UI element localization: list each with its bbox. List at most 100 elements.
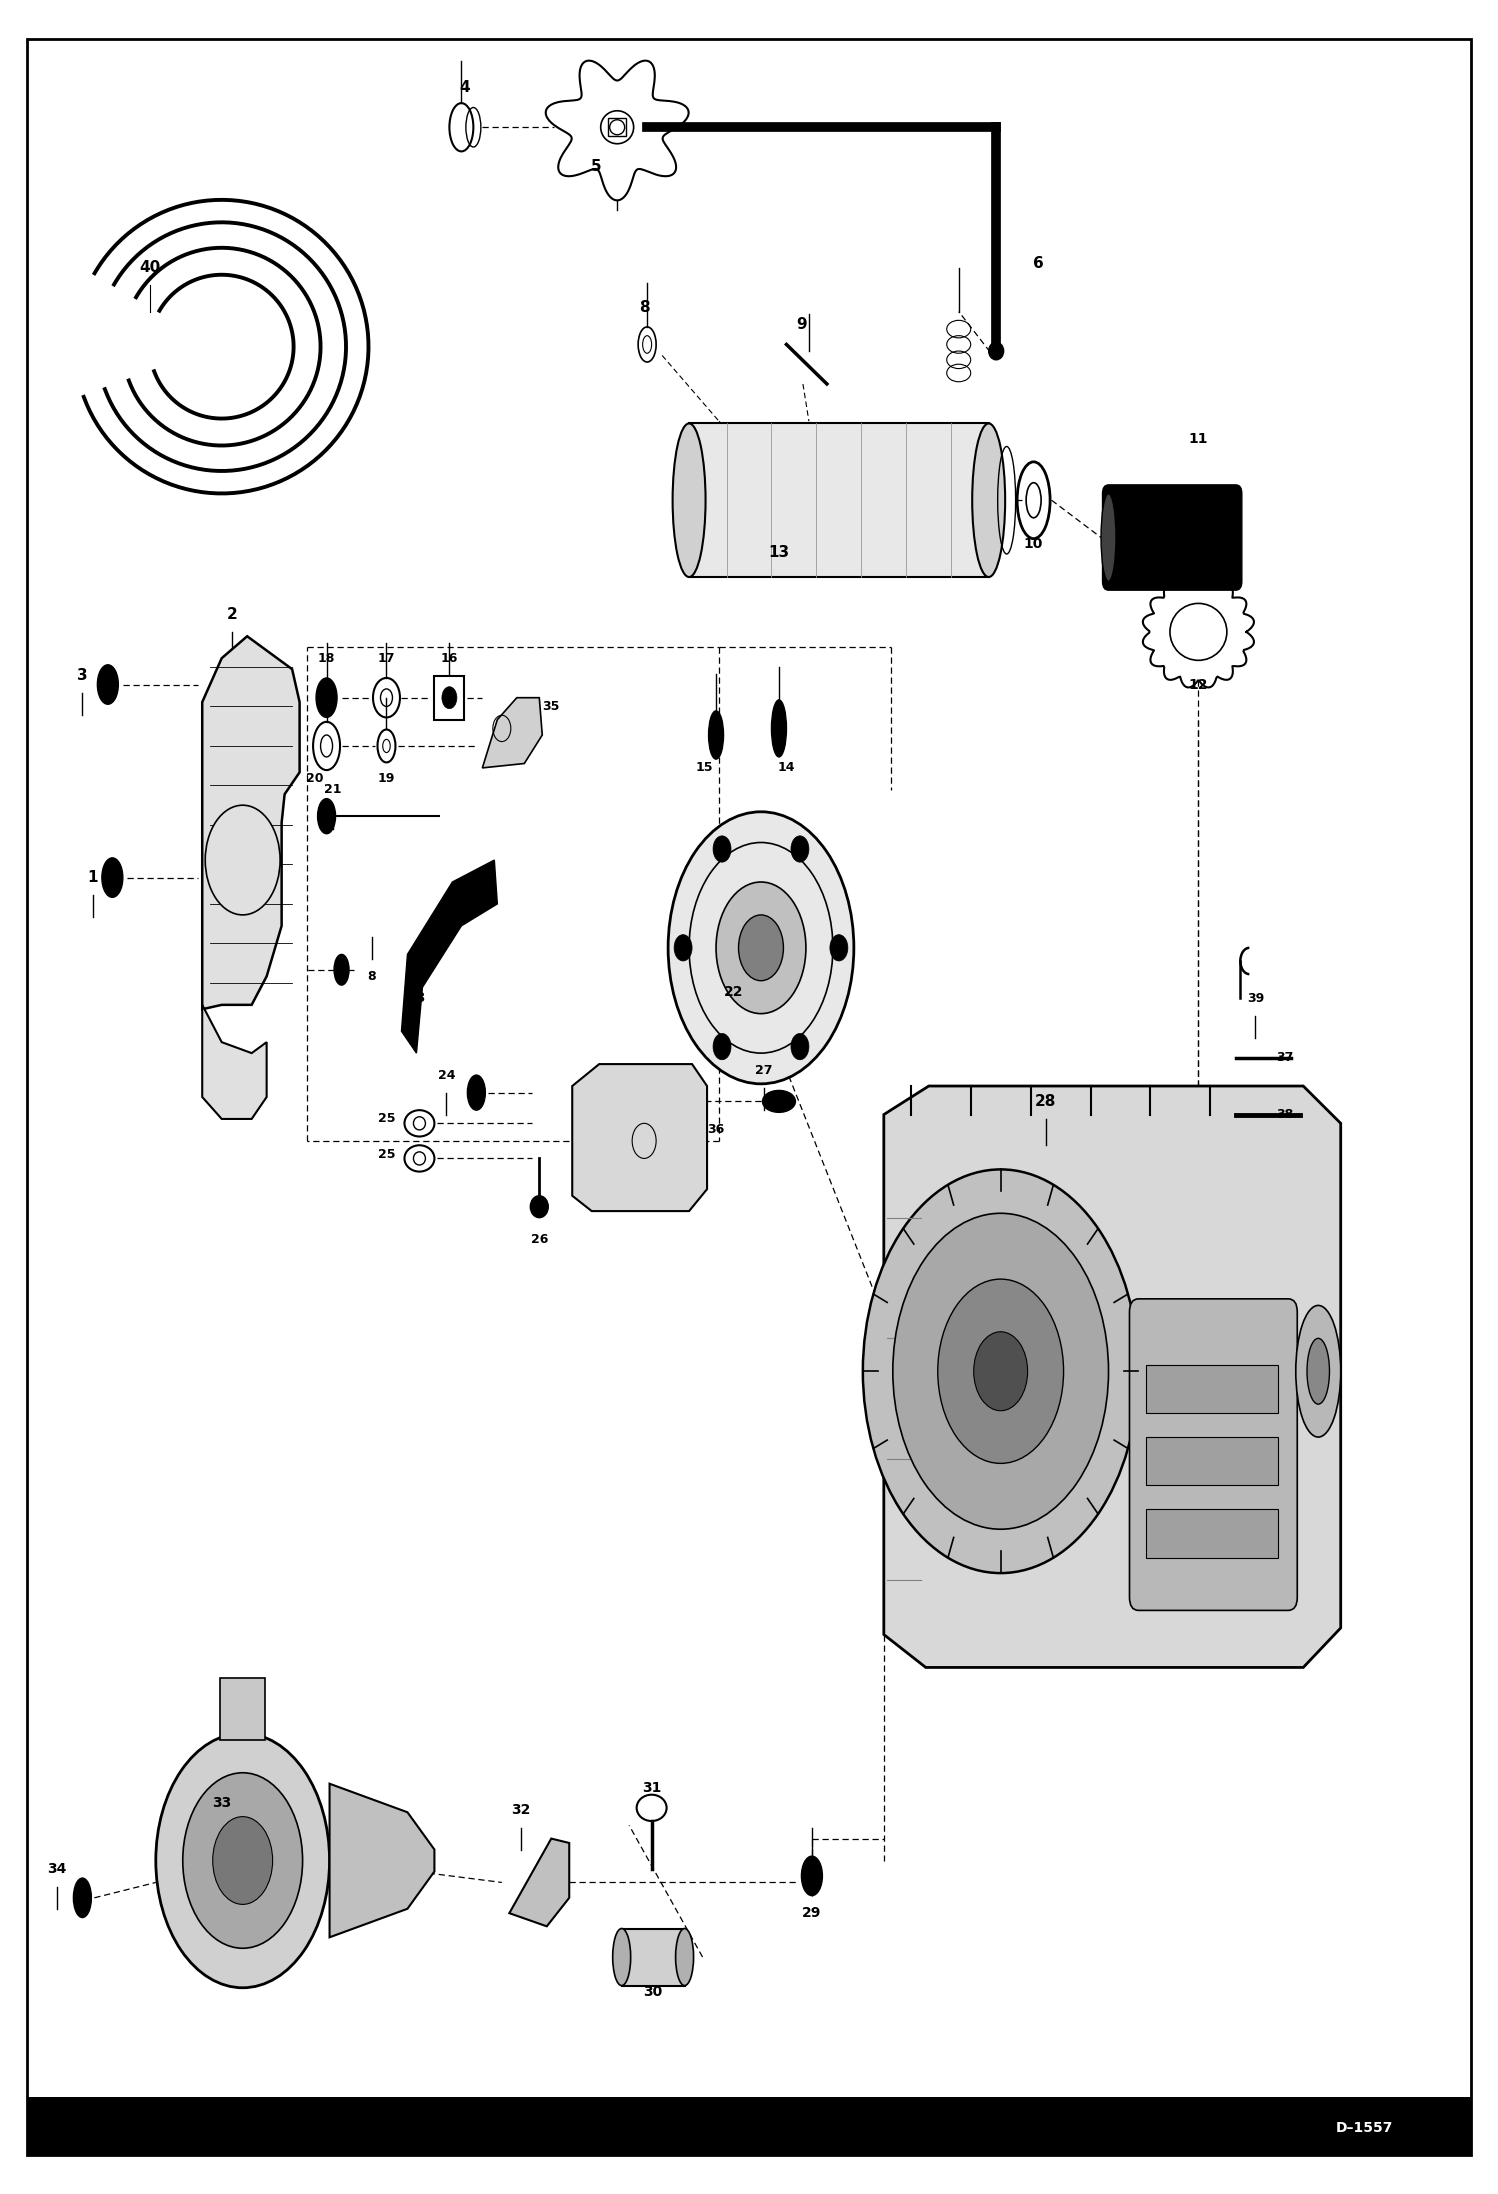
Bar — [608, 118, 626, 136]
Text: 35: 35 — [542, 700, 560, 713]
Circle shape — [893, 1213, 1109, 1529]
Text: 1: 1 — [87, 871, 99, 884]
Ellipse shape — [676, 1929, 694, 1986]
Bar — [434, 676, 464, 720]
Text: 26: 26 — [530, 1233, 548, 1246]
Polygon shape — [482, 698, 542, 768]
Bar — [27, 2097, 1471, 2155]
Circle shape — [213, 1817, 273, 1904]
Ellipse shape — [1306, 1338, 1330, 1404]
Text: 9: 9 — [795, 318, 807, 331]
Text: 8: 8 — [367, 970, 376, 983]
Circle shape — [442, 687, 457, 709]
Polygon shape — [202, 1005, 267, 1119]
Polygon shape — [509, 1839, 569, 1926]
Ellipse shape — [334, 954, 349, 985]
Text: 16: 16 — [440, 652, 458, 665]
Text: 18: 18 — [318, 652, 336, 665]
Text: 17: 17 — [377, 652, 395, 665]
Ellipse shape — [318, 799, 336, 834]
Text: 40: 40 — [139, 261, 160, 274]
Text: 11: 11 — [1188, 432, 1209, 445]
Ellipse shape — [102, 858, 123, 897]
Text: 13: 13 — [768, 546, 789, 559]
Ellipse shape — [316, 678, 337, 717]
Ellipse shape — [1101, 494, 1116, 581]
Polygon shape — [330, 1784, 434, 1937]
Polygon shape — [572, 1064, 707, 1211]
Text: 19: 19 — [377, 772, 395, 785]
Text: 2: 2 — [226, 608, 238, 621]
Text: 30: 30 — [644, 1986, 662, 1999]
Circle shape — [674, 935, 692, 961]
Polygon shape — [202, 636, 300, 1009]
Circle shape — [739, 915, 783, 981]
Circle shape — [713, 1033, 731, 1060]
Text: 21: 21 — [324, 783, 342, 796]
Text: 38: 38 — [1276, 1108, 1294, 1121]
FancyBboxPatch shape — [1103, 485, 1242, 590]
Text: 12: 12 — [1188, 678, 1209, 691]
Ellipse shape — [73, 1878, 91, 1918]
Text: 27: 27 — [755, 1064, 773, 1077]
Circle shape — [791, 836, 809, 862]
Circle shape — [830, 935, 848, 961]
Text: 23: 23 — [407, 992, 425, 1005]
Text: 36: 36 — [707, 1123, 725, 1136]
Bar — [1146, 1365, 1278, 1413]
Text: 37: 37 — [1276, 1051, 1294, 1064]
Text: 14: 14 — [777, 761, 795, 774]
Circle shape — [668, 812, 854, 1084]
Ellipse shape — [771, 700, 786, 757]
Ellipse shape — [613, 1929, 631, 1986]
Text: 25: 25 — [377, 1147, 395, 1161]
Circle shape — [205, 805, 280, 915]
Ellipse shape — [989, 342, 1004, 360]
Ellipse shape — [1170, 603, 1227, 660]
Circle shape — [716, 882, 806, 1014]
Ellipse shape — [637, 1795, 667, 1821]
Text: 33: 33 — [213, 1797, 231, 1810]
Polygon shape — [1143, 577, 1254, 687]
Circle shape — [974, 1332, 1028, 1411]
Ellipse shape — [972, 423, 1005, 577]
Polygon shape — [545, 61, 689, 200]
Polygon shape — [401, 860, 497, 1053]
Ellipse shape — [801, 1856, 822, 1896]
Circle shape — [938, 1279, 1064, 1463]
Text: 10: 10 — [1025, 538, 1043, 551]
Text: 6: 6 — [1032, 257, 1044, 270]
Circle shape — [791, 1033, 809, 1060]
Ellipse shape — [709, 711, 724, 759]
Text: 25: 25 — [377, 1112, 395, 1126]
Text: 4: 4 — [458, 81, 470, 94]
Bar — [622, 1929, 685, 1986]
Ellipse shape — [673, 423, 706, 577]
Bar — [689, 423, 989, 577]
Ellipse shape — [467, 1075, 485, 1110]
Bar — [220, 1678, 265, 1740]
Circle shape — [863, 1169, 1138, 1573]
Ellipse shape — [530, 1196, 548, 1218]
Text: 20: 20 — [306, 772, 324, 785]
Text: 8: 8 — [638, 301, 650, 314]
Text: 32: 32 — [512, 1803, 530, 1817]
Text: 24: 24 — [437, 1068, 455, 1082]
Circle shape — [156, 1733, 330, 1988]
Text: 31: 31 — [643, 1782, 661, 1795]
Text: 29: 29 — [803, 1907, 821, 1920]
Text: 15: 15 — [695, 761, 713, 774]
Text: 34: 34 — [48, 1863, 66, 1876]
FancyBboxPatch shape — [1129, 1299, 1297, 1610]
Circle shape — [713, 836, 731, 862]
Text: D–1557: D–1557 — [1336, 2122, 1393, 2135]
Text: 3: 3 — [76, 669, 88, 682]
Circle shape — [183, 1773, 303, 1948]
Ellipse shape — [1296, 1305, 1341, 1437]
Bar — [1146, 1509, 1278, 1558]
Polygon shape — [884, 1086, 1341, 1667]
Text: 22: 22 — [724, 985, 745, 998]
Text: 5: 5 — [590, 160, 602, 173]
Bar — [1146, 1437, 1278, 1485]
Ellipse shape — [762, 1090, 795, 1112]
